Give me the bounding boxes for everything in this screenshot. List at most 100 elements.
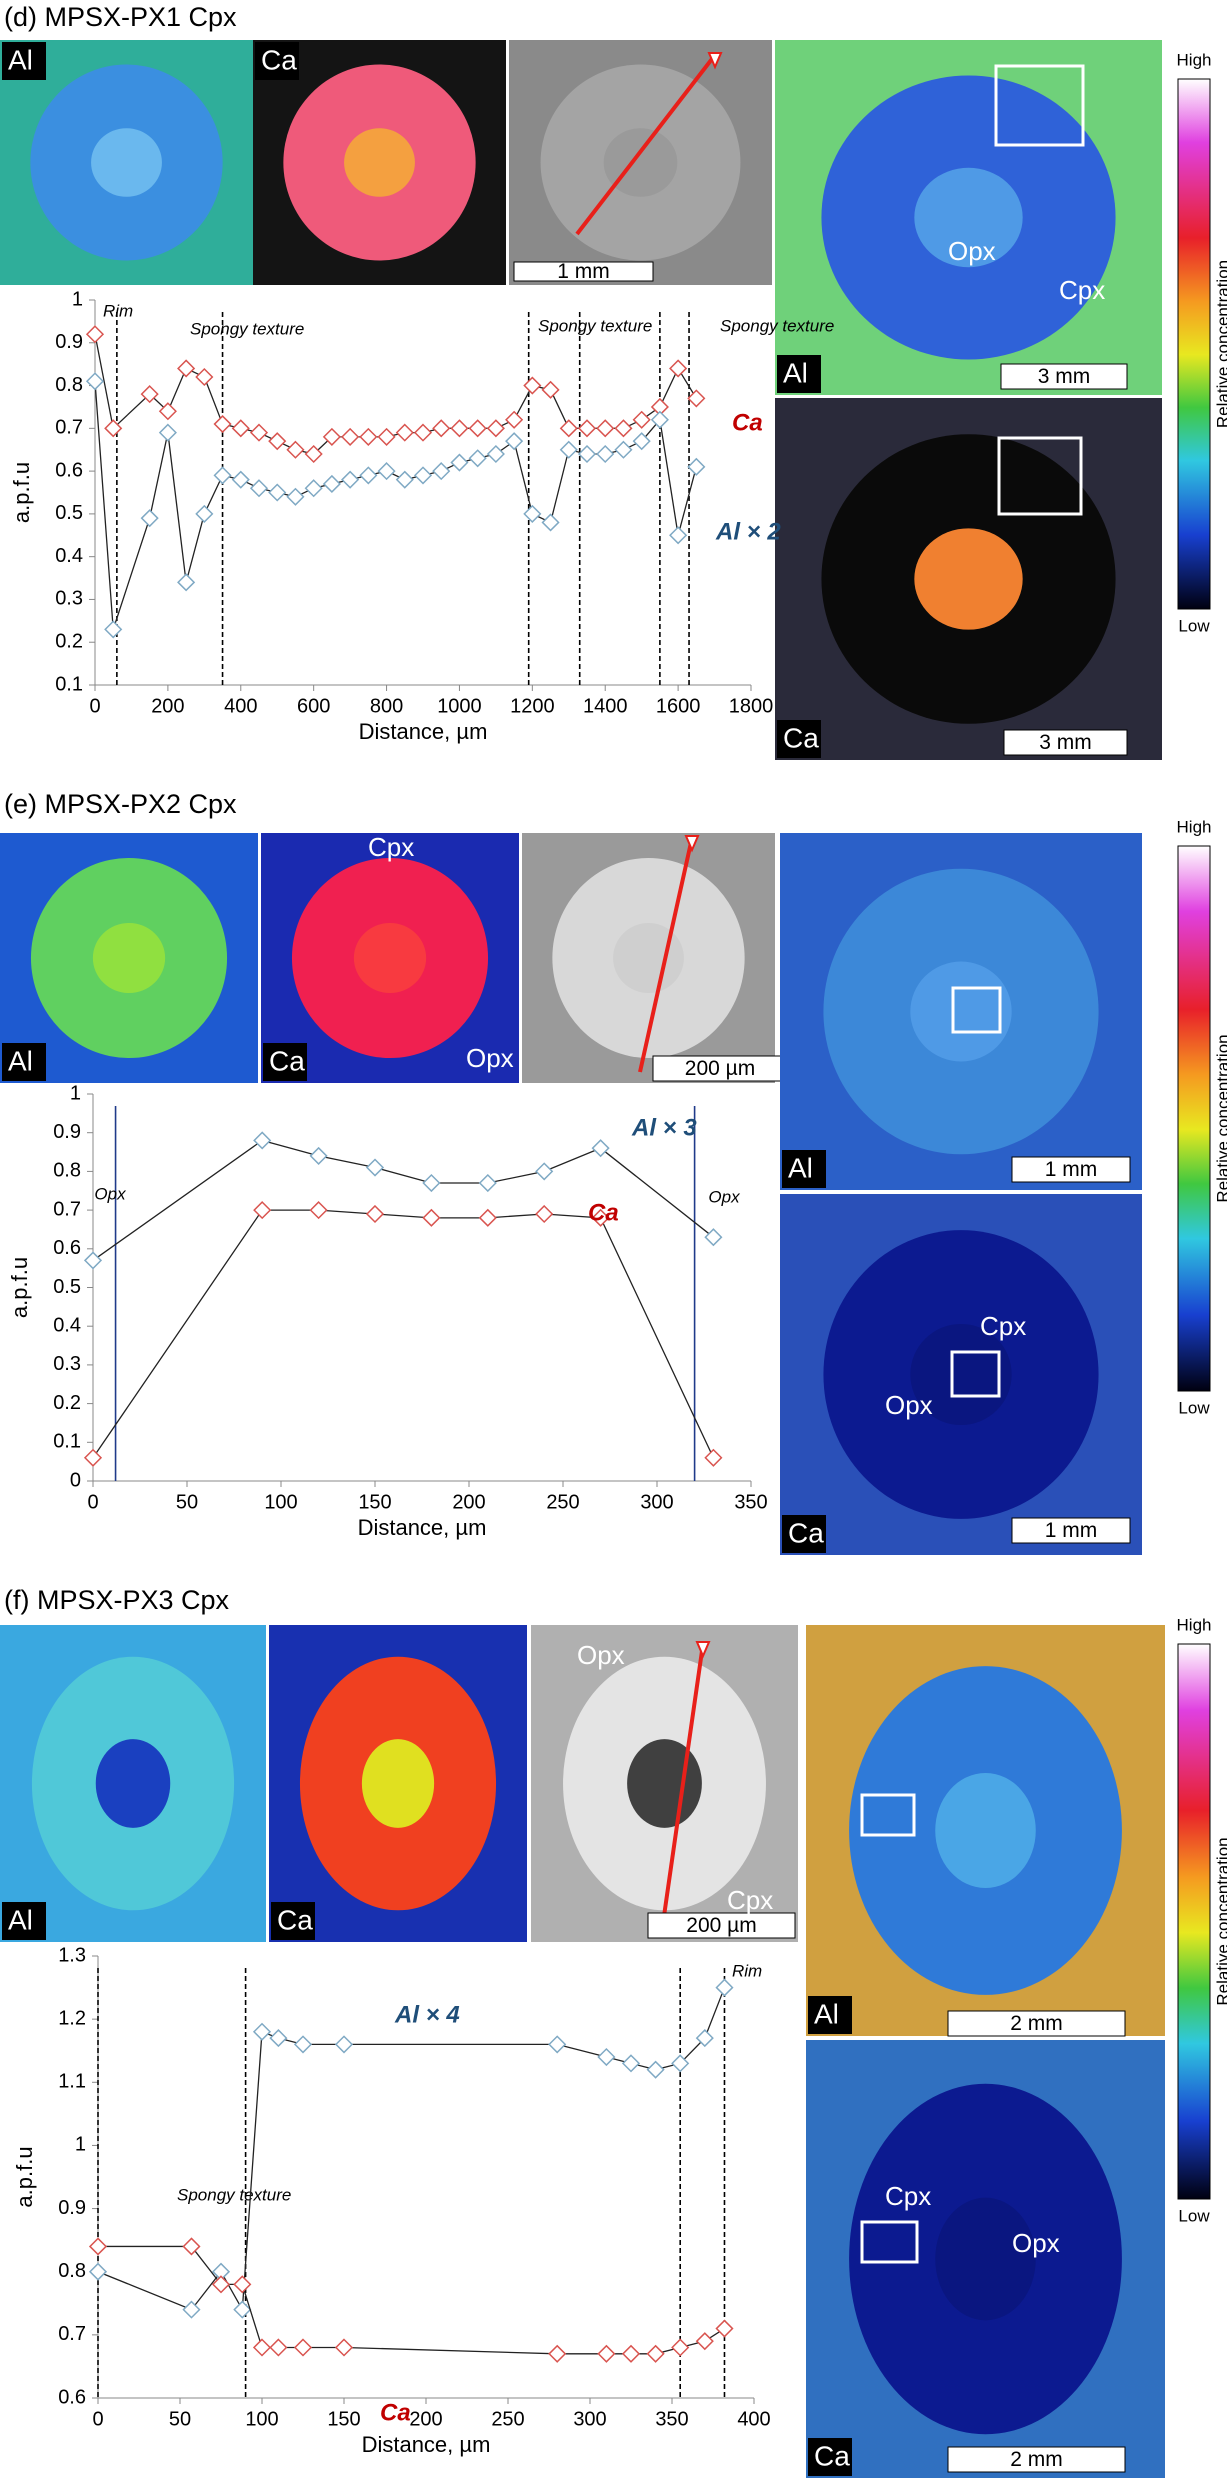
map-core <box>92 923 166 993</box>
data-point <box>182 2300 201 2319</box>
series-label: Ca <box>732 409 763 436</box>
data-point <box>687 389 706 408</box>
data-point <box>422 1208 441 1227</box>
map-label-bg <box>2 42 46 80</box>
data-point <box>695 2332 714 2351</box>
map-core <box>603 128 678 197</box>
data-point <box>523 376 542 395</box>
data-point <box>268 432 287 451</box>
colorbar-title: Relative concentration <box>1213 260 1227 428</box>
map-label: Al <box>8 44 33 75</box>
x-tick-label: 400 <box>224 695 257 717</box>
map-label-bg <box>2 1902 46 1940</box>
data-point <box>671 2054 690 2073</box>
x-tick-label: 1000 <box>437 695 482 717</box>
map-label-bg <box>777 355 821 393</box>
colorbar <box>1177 78 1211 610</box>
colorbar-low: Low <box>1178 1398 1210 1417</box>
y-tick-label: 0.8 <box>55 374 83 396</box>
data-point <box>450 419 469 438</box>
y-tick-label: 0.2 <box>55 631 83 653</box>
map-label: Ca <box>269 1045 305 1076</box>
scale-label: 1 mm <box>1045 1519 1098 1542</box>
y-axis-title: a.p.f.u <box>12 2146 37 2207</box>
profile-arrow <box>707 52 723 70</box>
mineral-label: Opx <box>948 236 996 266</box>
data-point <box>395 423 414 442</box>
data-point <box>158 402 177 421</box>
x-tick-label: 1800 <box>729 695 774 717</box>
scale-bar <box>947 2010 1126 2037</box>
data-point <box>505 410 524 429</box>
map-label-bg <box>2 1043 46 1081</box>
y-tick-label: 0.9 <box>55 331 83 353</box>
area-box <box>860 1793 916 1837</box>
data-point <box>591 1208 610 1227</box>
mineral-label: Cpx <box>885 2181 931 2211</box>
marker-label: Opx <box>94 1184 126 1203</box>
data-point <box>365 1204 385 1224</box>
panel-title: (f) MPSX-PX3 Cpx <box>4 1585 230 1615</box>
y-tick-label: 0.7 <box>53 1198 81 1220</box>
colorbar-high: High <box>1177 817 1212 836</box>
data-point <box>85 325 105 344</box>
data-point <box>359 427 378 446</box>
x-tick-label: 1400 <box>583 695 628 717</box>
data-point <box>341 470 360 489</box>
data-point <box>577 444 597 464</box>
data-point <box>195 504 214 523</box>
x-tick-label: 200 <box>409 2408 442 2430</box>
scale-label: 200 µm <box>685 1057 755 1080</box>
y-tick-label: 1 <box>72 288 83 310</box>
x-tick-label: 150 <box>327 2408 360 2430</box>
data-point <box>468 449 487 468</box>
data-point <box>671 2338 690 2357</box>
area-box <box>860 2220 919 2264</box>
map-label-bg <box>777 720 821 758</box>
y-tick-label: 0.7 <box>55 417 83 439</box>
data-point <box>632 410 651 429</box>
mineral-label: Cpx <box>727 1885 773 1915</box>
data-point <box>377 427 396 446</box>
map-label: Ca <box>277 1904 313 1935</box>
area-box <box>997 436 1083 516</box>
scale-bar <box>1011 1517 1131 1544</box>
y-tick-label: 0.9 <box>58 2197 86 2219</box>
scale-bar <box>1011 1156 1131 1183</box>
data-point <box>249 423 269 442</box>
annotation: Spongy texture <box>177 2185 291 2204</box>
colorbar-title: Relative concentration <box>1213 1034 1227 1202</box>
data-point <box>597 2344 616 2363</box>
map-core <box>353 923 427 993</box>
map-core <box>910 1323 1012 1426</box>
series-label: Al × 3 <box>631 1114 697 1141</box>
data-point <box>140 385 159 404</box>
y-tick-label: 0 <box>70 1469 81 1491</box>
mineral-label: Cpx <box>980 1311 1026 1341</box>
x-tick-label: 250 <box>491 2408 524 2430</box>
colorbar-title: Relative concentration <box>1213 1837 1227 2005</box>
data-point <box>468 419 487 438</box>
scale-bar <box>647 1912 796 1939</box>
series-label: Ca <box>380 2399 411 2426</box>
annotation: Spongy texture <box>720 316 834 335</box>
data-point <box>140 509 159 528</box>
series-label: Ca <box>588 1199 619 1226</box>
y-tick-label: 0.5 <box>55 502 83 524</box>
data-point <box>591 1139 610 1158</box>
data-point <box>646 2060 665 2079</box>
x-tick-label: 200 <box>452 1491 485 1513</box>
map-label-bg <box>263 1043 307 1081</box>
series-line <box>92 1209 714 1459</box>
data-point <box>304 479 323 498</box>
data-point <box>286 440 305 459</box>
data-point <box>413 423 433 442</box>
y-tick-label: 0.2 <box>53 1392 81 1414</box>
data-point <box>621 2344 641 2363</box>
data-point <box>535 1204 554 1224</box>
map-core <box>613 923 684 993</box>
scale-label: 3 mm <box>1039 731 1092 754</box>
y-tick-label: 0.4 <box>53 1314 81 1336</box>
map-core <box>935 2197 1036 2321</box>
data-point <box>309 1146 328 1165</box>
